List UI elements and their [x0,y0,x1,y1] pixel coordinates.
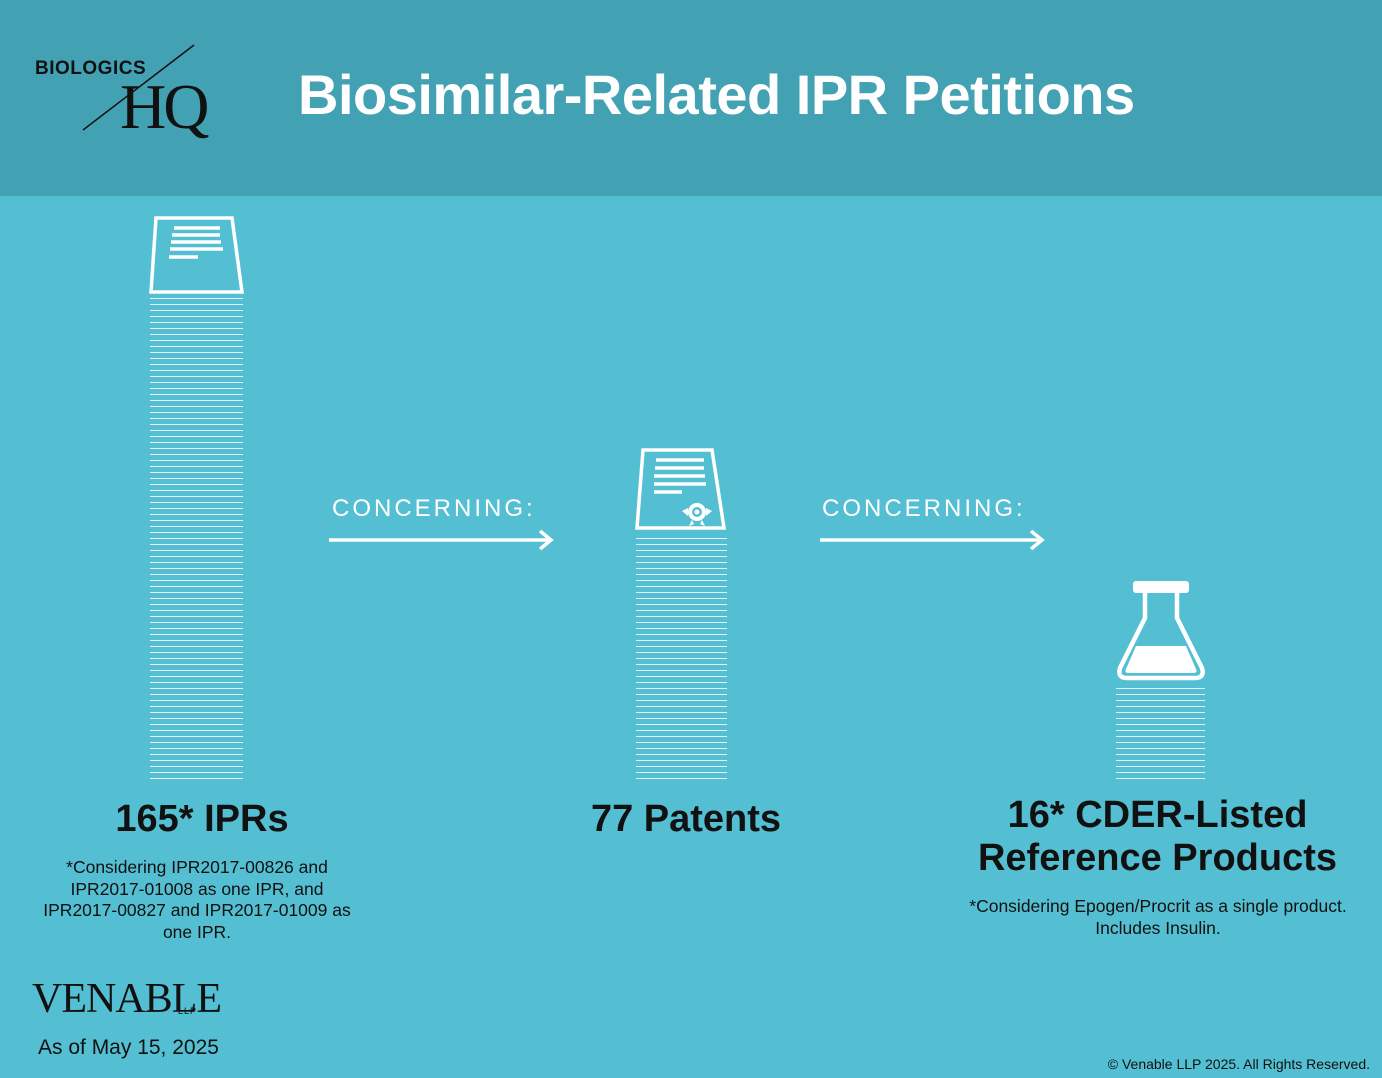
certificate-icon [635,448,727,530]
arrow-right-icon [820,529,1045,551]
patents-count-label: 77 Patents [590,798,782,840]
ipr-count-label: 165* IPRs [115,798,289,840]
logo-slash [82,44,195,131]
page-title: Biosimilar-Related IPR Petitions [298,63,1135,126]
logo-hq-text: HQ [120,71,209,142]
ipr-stack [150,298,243,782]
products-footnote: *Considering Epogen/Procrit as a single … [969,896,1347,938]
flask-icon [1117,581,1205,681]
arrow-right-icon [329,529,554,551]
patents-stack [636,538,727,782]
concerning-label-2: CONCERNING: [822,495,1026,522]
as-of-date: As of May 15, 2025 [38,1036,219,1059]
logo-biologics-text: BIOLOGICS [35,58,147,79]
concerning-label-1: CONCERNING: [332,495,536,522]
venable-logo-suffix: LLP [178,1006,198,1016]
products-stack [1116,688,1205,782]
venable-logo-text: VENABLE [32,976,222,1022]
copyright-notice: © Venable LLP 2025. All Rights Reserved. [1107,1056,1370,1072]
products-count-label: 16* CDER-Listed Reference Products [977,794,1337,879]
ipr-footnote: *Considering IPR2017-00826 and IPR2017-0… [43,857,351,942]
document-icon [149,216,245,294]
header-banner: BIOLOGICS HQ Biosimilar-Related IPR Peti… [0,0,1382,196]
